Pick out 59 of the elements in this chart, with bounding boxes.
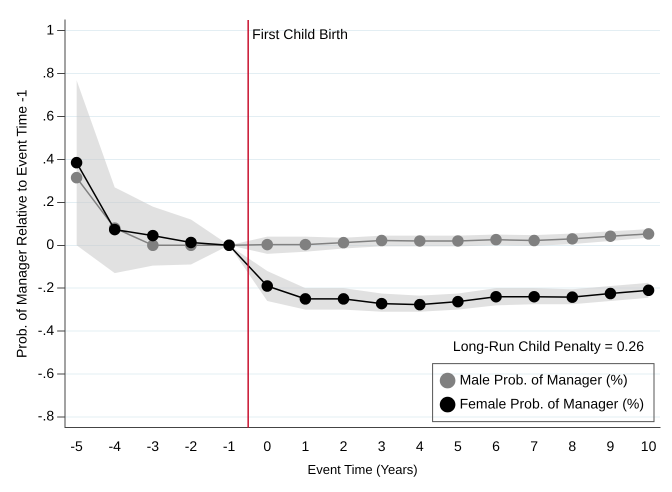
x-tick-label: 0 <box>263 438 272 454</box>
x-tick-label: 8 <box>568 438 576 454</box>
point <box>490 290 502 302</box>
point <box>604 288 616 300</box>
y-tick-label: -.2 <box>38 279 54 296</box>
x-tick-label: 5 <box>454 438 462 454</box>
point <box>376 298 388 310</box>
y-tick-label: 1 <box>46 22 54 38</box>
x-tick-label: -1 <box>222 438 236 454</box>
annotation: Long-Run Child Penalty = 0.26 <box>452 338 644 354</box>
point <box>528 234 540 246</box>
point <box>338 293 350 305</box>
point <box>414 298 426 310</box>
point <box>70 156 82 168</box>
point <box>528 290 540 302</box>
point <box>490 234 502 246</box>
y-tick-label: .8 <box>42 64 54 80</box>
point <box>376 234 388 246</box>
y-axis-title: Prob. of Manager Relative to Event Time -1 <box>13 89 30 358</box>
point <box>185 236 197 248</box>
x-tick-label: 4 <box>416 438 424 454</box>
point <box>147 230 159 242</box>
legend-label: Female Prob. of Manager (%) <box>460 395 644 412</box>
point <box>566 233 578 245</box>
x-axis-title: Event Time (Years) <box>308 462 418 477</box>
ref-line-label: First Child Birth <box>252 26 348 42</box>
point <box>452 296 464 308</box>
point <box>300 293 312 305</box>
y-tick-label: .4 <box>42 150 54 166</box>
y-tick-label: .2 <box>42 193 54 210</box>
y-tick-label: .6 <box>42 107 54 124</box>
x-tick-label: 1 <box>301 438 310 454</box>
y-tick-label: -.8 <box>38 408 54 424</box>
y-tick-label: 0 <box>46 236 54 252</box>
x-tick-label: 7 <box>530 438 538 454</box>
x-tick-label: 9 <box>606 438 615 454</box>
x-tick-label: -4 <box>108 438 122 454</box>
y-tick-label: -.6 <box>38 364 54 381</box>
point <box>147 240 159 252</box>
point <box>642 284 654 296</box>
x-tick-label: -5 <box>70 438 84 454</box>
y-tick-label: -.4 <box>38 322 54 338</box>
point <box>566 291 578 303</box>
point <box>70 172 82 184</box>
x-tick-label: -3 <box>146 438 160 454</box>
point <box>642 228 654 240</box>
point <box>604 230 616 242</box>
point <box>261 238 273 250</box>
point <box>338 236 350 248</box>
x-tick-label: 10 <box>640 438 657 454</box>
point <box>414 235 426 247</box>
point <box>261 280 273 292</box>
point <box>300 238 312 250</box>
x-tick-label: 6 <box>492 438 500 454</box>
x-tick-label: 3 <box>378 438 386 454</box>
x-tick-label: -2 <box>184 438 198 454</box>
x-tick-label: 2 <box>340 438 348 454</box>
legend-label: Male Prob. of Manager (%) <box>460 371 628 388</box>
point <box>452 235 464 247</box>
